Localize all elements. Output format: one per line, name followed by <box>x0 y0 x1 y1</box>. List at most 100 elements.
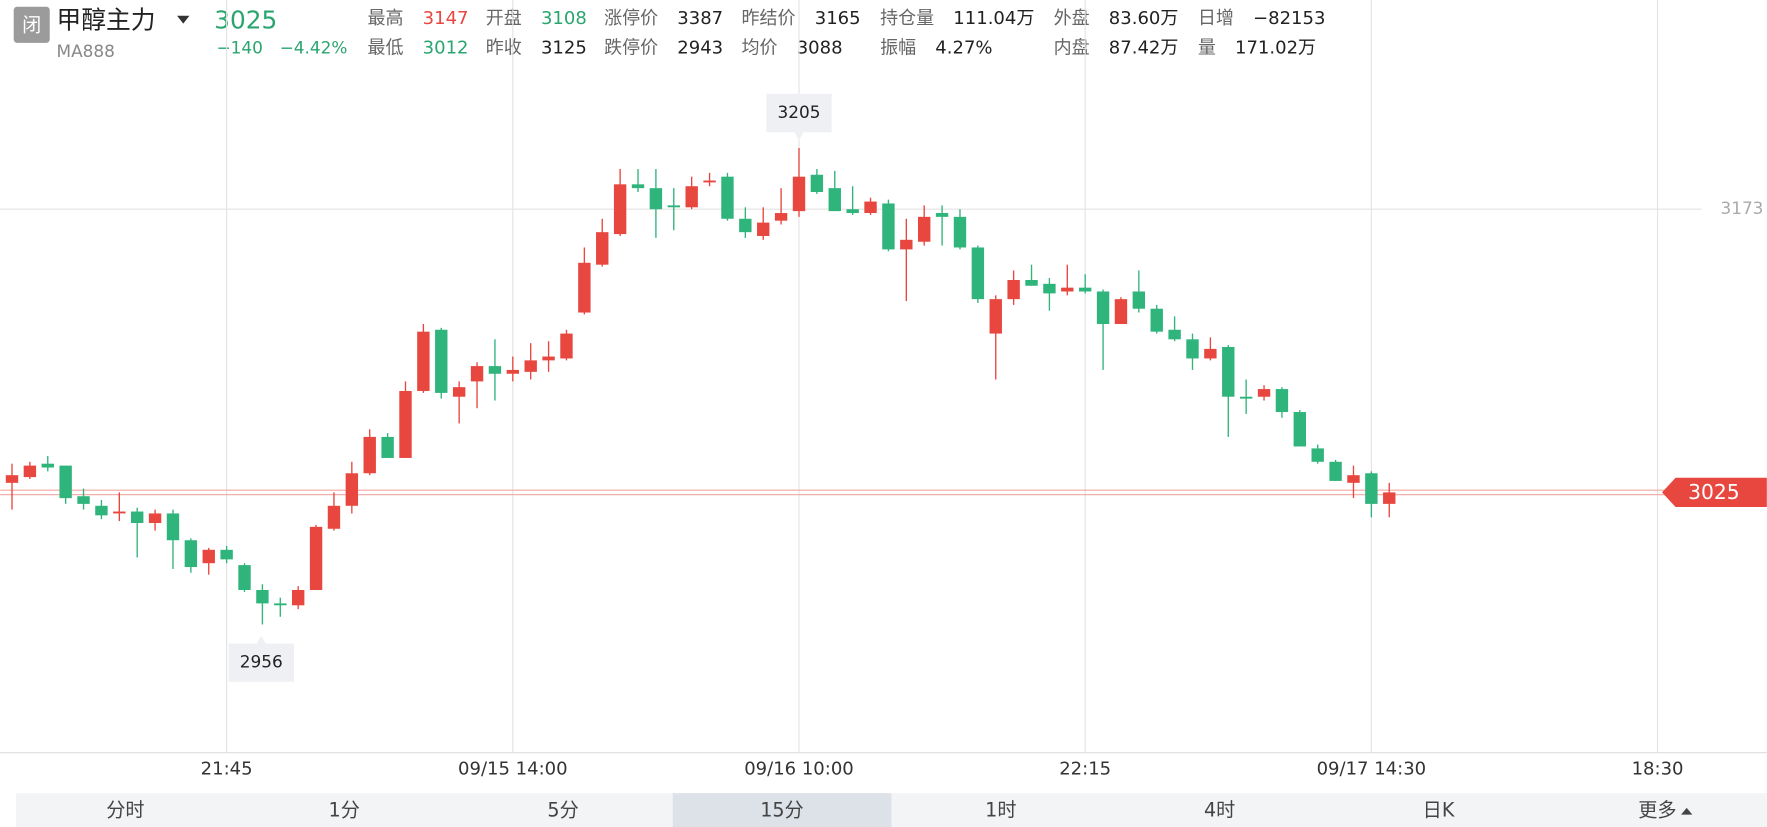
last-price-tag <box>1662 477 1767 508</box>
candle-body <box>864 201 877 214</box>
stat-value: 87.42万 <box>1109 37 1179 58</box>
candle-body <box>345 473 359 506</box>
candle-body <box>95 505 108 516</box>
tab[interactable]: 15分 <box>760 799 804 822</box>
candle-body <box>1025 280 1038 286</box>
candle-body <box>1239 396 1253 399</box>
candle-body <box>596 232 609 265</box>
candle-body <box>220 549 233 560</box>
tab[interactable]: 1时 <box>985 799 1016 822</box>
stat-label: 涨停价 <box>604 8 658 29</box>
x-tick-label: 22:15 <box>1059 759 1111 780</box>
y-tick-label: 3173 <box>1720 198 1763 218</box>
candle-body <box>1114 299 1128 325</box>
stat-label: 振幅 <box>880 37 916 58</box>
candle-body <box>1383 492 1396 504</box>
candle-body <box>1293 412 1307 447</box>
candle-body <box>613 184 627 235</box>
stat-value: 3088 <box>797 37 843 58</box>
candle-body <box>703 180 716 183</box>
candle-body <box>721 176 734 219</box>
candle-body <box>363 436 376 474</box>
stat-label: 最低 <box>367 37 403 58</box>
stat-value: 83.60万 <box>1109 8 1179 29</box>
candle-body <box>649 188 663 210</box>
candle-body <box>918 216 931 242</box>
stat-value: 4.27% <box>935 37 992 58</box>
candle-body <box>166 513 180 541</box>
x-tick-label: 09/15 14:00 <box>458 759 568 780</box>
candle-body <box>23 465 37 478</box>
candle-body <box>113 511 126 514</box>
candle-body <box>524 360 537 372</box>
candle-body <box>1222 346 1235 397</box>
stat-label: 持仓量 <box>880 8 934 29</box>
candle-body <box>41 463 54 468</box>
stat-label: 内盘 <box>1054 37 1090 58</box>
x-tick-label: 09/17 14:30 <box>1317 759 1427 780</box>
high-callout <box>766 93 832 141</box>
dropdown-caret[interactable] <box>177 15 190 24</box>
stat-value: 171.02万 <box>1235 37 1316 58</box>
tab[interactable]: 4时 <box>1204 799 1235 822</box>
candle-body <box>757 222 770 236</box>
candle-body <box>1329 461 1342 481</box>
high-label: 3205 <box>777 102 820 122</box>
candle-body <box>1275 389 1289 413</box>
stat-label: 跌停价 <box>604 37 658 58</box>
candle-body <box>381 436 394 458</box>
candle-body <box>1365 473 1378 504</box>
x-tick-label: 18:30 <box>1632 759 1684 780</box>
tab[interactable]: 更多 <box>1638 799 1676 822</box>
x-tick-label: 21:45 <box>201 759 253 780</box>
tabs: 分时 1分 5分 15分 1时 4时 日K 更多 <box>106 793 1693 827</box>
stat-value: 3147 <box>423 8 469 29</box>
candle-body <box>148 513 162 524</box>
tab[interactable]: 5分 <box>547 799 578 822</box>
candle-body <box>1204 348 1217 359</box>
candle-body <box>1168 329 1181 340</box>
candle-body <box>900 239 913 250</box>
candle-body <box>435 329 448 393</box>
last-price-label: 3025 <box>1688 480 1740 504</box>
stat-label: 外盘 <box>1054 8 1090 29</box>
candle-body <box>274 603 287 606</box>
low-label: 2956 <box>240 652 283 672</box>
candle-body <box>560 333 573 359</box>
candle-body <box>810 174 824 192</box>
stat-label: 昨收 <box>486 37 522 58</box>
candle-body <box>1078 287 1092 292</box>
candle-body <box>631 184 645 189</box>
stat-label: 开盘 <box>486 8 522 29</box>
candle-body <box>417 331 430 391</box>
tab-caret[interactable] <box>1681 807 1693 815</box>
stat-label: 最高 <box>367 8 403 29</box>
contract-name[interactable]: 甲醇主力 <box>57 5 156 34</box>
candle-body <box>291 589 305 606</box>
candle-body <box>846 209 859 214</box>
candle-body <box>935 213 949 217</box>
tab[interactable]: 分时 <box>106 799 144 822</box>
stat-value: 3387 <box>677 8 723 29</box>
candle-body <box>5 475 19 483</box>
candle-body <box>452 387 466 397</box>
stat-value: 111.04万 <box>953 8 1034 29</box>
stat-value: 3012 <box>423 37 469 58</box>
tab-bar <box>15 793 1767 827</box>
change: −140 <box>216 37 262 57</box>
candle-body <box>184 540 198 568</box>
candle-body <box>506 369 520 374</box>
stat-label: 日增 <box>1198 8 1234 29</box>
candle-body <box>309 526 323 590</box>
plot: 21:45 09/15 14:00 09/16 10:00 22:15 09/17 14… <box>0 0 1767 780</box>
candle-body <box>1347 475 1360 483</box>
candle-body <box>256 589 269 604</box>
tab[interactable]: 日K <box>1423 799 1455 822</box>
x-tick-label: 09/16 10:00 <box>744 759 854 780</box>
candle-body <box>488 366 502 374</box>
tab[interactable]: 1分 <box>329 799 360 822</box>
active-tab-bg <box>672 793 892 827</box>
stat-value: 3165 <box>815 8 861 29</box>
